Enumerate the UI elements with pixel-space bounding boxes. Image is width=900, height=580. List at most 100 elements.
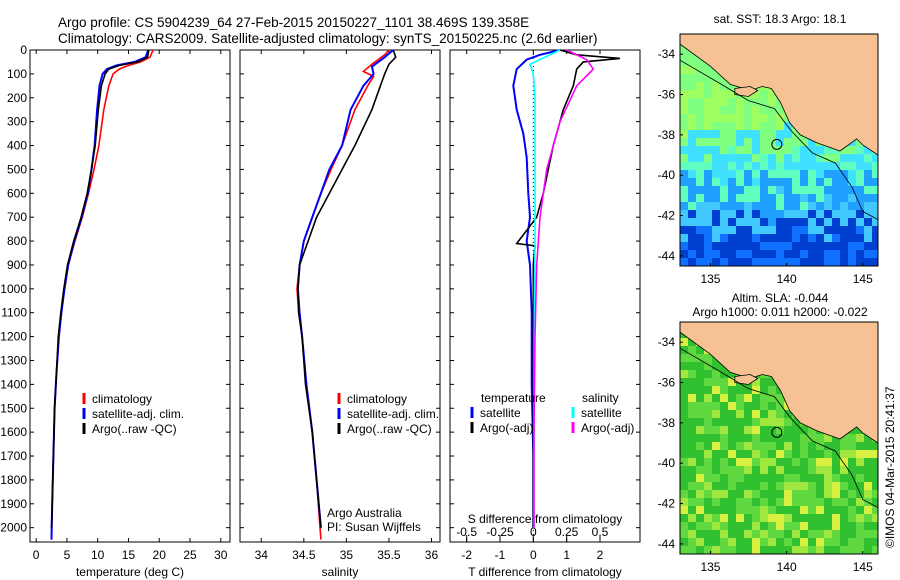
map-cell	[688, 114, 696, 122]
map-cell	[776, 234, 784, 242]
map-cell	[760, 106, 768, 114]
map-cell	[688, 362, 696, 370]
header-line1: Argo profile: CS 5904239_64 27-Feb-2015 …	[58, 15, 530, 30]
map-cell	[752, 202, 760, 210]
map-cell	[728, 218, 736, 226]
map-cell	[832, 442, 840, 450]
map-cell	[840, 218, 848, 226]
map-cell	[792, 482, 800, 490]
map-cell	[752, 490, 760, 498]
map-cell	[816, 210, 824, 218]
map-cell	[856, 530, 864, 538]
map-cell	[704, 434, 712, 442]
map-cell	[776, 410, 784, 418]
map-cell	[800, 498, 808, 506]
map-cell	[744, 114, 752, 122]
x-tick-label: 15	[122, 548, 136, 562]
panel-frame	[449, 49, 641, 543]
map-cell	[728, 490, 736, 498]
map-cell	[712, 226, 720, 234]
map-cell	[824, 170, 832, 178]
map-cell	[688, 66, 696, 74]
map-cell	[696, 506, 704, 514]
series-argo-line	[515, 49, 621, 528]
map-cell	[816, 498, 824, 506]
map-cell	[792, 226, 800, 234]
map-cell	[744, 210, 752, 218]
map-cell	[784, 194, 792, 202]
map-cell	[704, 202, 712, 210]
map-cell	[864, 522, 872, 530]
map-cell	[776, 402, 784, 410]
panel-frame	[239, 49, 441, 543]
depth-tick-label: 900	[7, 258, 27, 272]
map-cell	[840, 162, 848, 170]
map-cell	[816, 218, 824, 226]
map-cell	[704, 426, 712, 434]
map-cell	[720, 538, 728, 546]
map-cell	[832, 210, 840, 218]
map-cell	[752, 258, 760, 266]
map-cell	[824, 450, 832, 458]
map-cell	[720, 242, 728, 250]
map-cell	[760, 434, 768, 442]
map-cell	[712, 426, 720, 434]
map-cell	[864, 226, 872, 234]
lat-tick-label: -36	[658, 88, 676, 102]
map-cell	[816, 234, 824, 242]
map-cell	[816, 538, 824, 546]
map-cell	[680, 482, 688, 490]
map-cell	[728, 210, 736, 218]
map-cell	[704, 82, 712, 90]
s-axis-label: S difference from climatology	[468, 512, 623, 526]
map-cell	[704, 186, 712, 194]
map-cell	[776, 474, 784, 482]
map-cell	[728, 122, 736, 130]
map-cell	[808, 234, 816, 242]
map-cell	[696, 66, 704, 74]
map-cell	[728, 514, 736, 522]
map-cell	[688, 466, 696, 474]
map-cell	[760, 98, 768, 106]
map-cell	[848, 514, 856, 522]
map-cell	[736, 186, 744, 194]
map-cell	[760, 154, 768, 162]
map-cell	[800, 234, 808, 242]
map-cell	[840, 490, 848, 498]
map-cell	[704, 522, 712, 530]
map-cell	[784, 498, 792, 506]
map-cell	[744, 178, 752, 186]
map-cell	[720, 522, 728, 530]
map-cell	[688, 210, 696, 218]
map-cell	[856, 194, 864, 202]
map-cell	[832, 506, 840, 514]
map-cell	[792, 538, 800, 546]
map-cell	[752, 242, 760, 250]
map-cell	[856, 234, 864, 242]
map-cell	[728, 522, 736, 530]
series-climatology-line	[296, 49, 390, 540]
map-cell	[720, 186, 728, 194]
map-cell	[768, 498, 776, 506]
map-cell	[704, 354, 712, 362]
map-cell	[736, 218, 744, 226]
map-cell	[736, 178, 744, 186]
map-cell	[784, 450, 792, 458]
map-cell	[776, 226, 784, 234]
map-cell	[768, 458, 776, 466]
map-cell	[696, 546, 704, 554]
map-cell	[736, 138, 744, 146]
map-cell	[816, 474, 824, 482]
map-cell	[680, 58, 688, 66]
map-cell	[816, 202, 824, 210]
map-cell	[728, 162, 736, 170]
map-cell	[688, 106, 696, 114]
map-cell	[776, 426, 784, 434]
x-tick-label: 36	[425, 548, 439, 562]
map-cell	[776, 210, 784, 218]
map-cell	[792, 442, 800, 450]
map-cell	[856, 458, 864, 466]
map-cell	[696, 474, 704, 482]
map-cell	[688, 242, 696, 250]
map-cell	[792, 450, 800, 458]
